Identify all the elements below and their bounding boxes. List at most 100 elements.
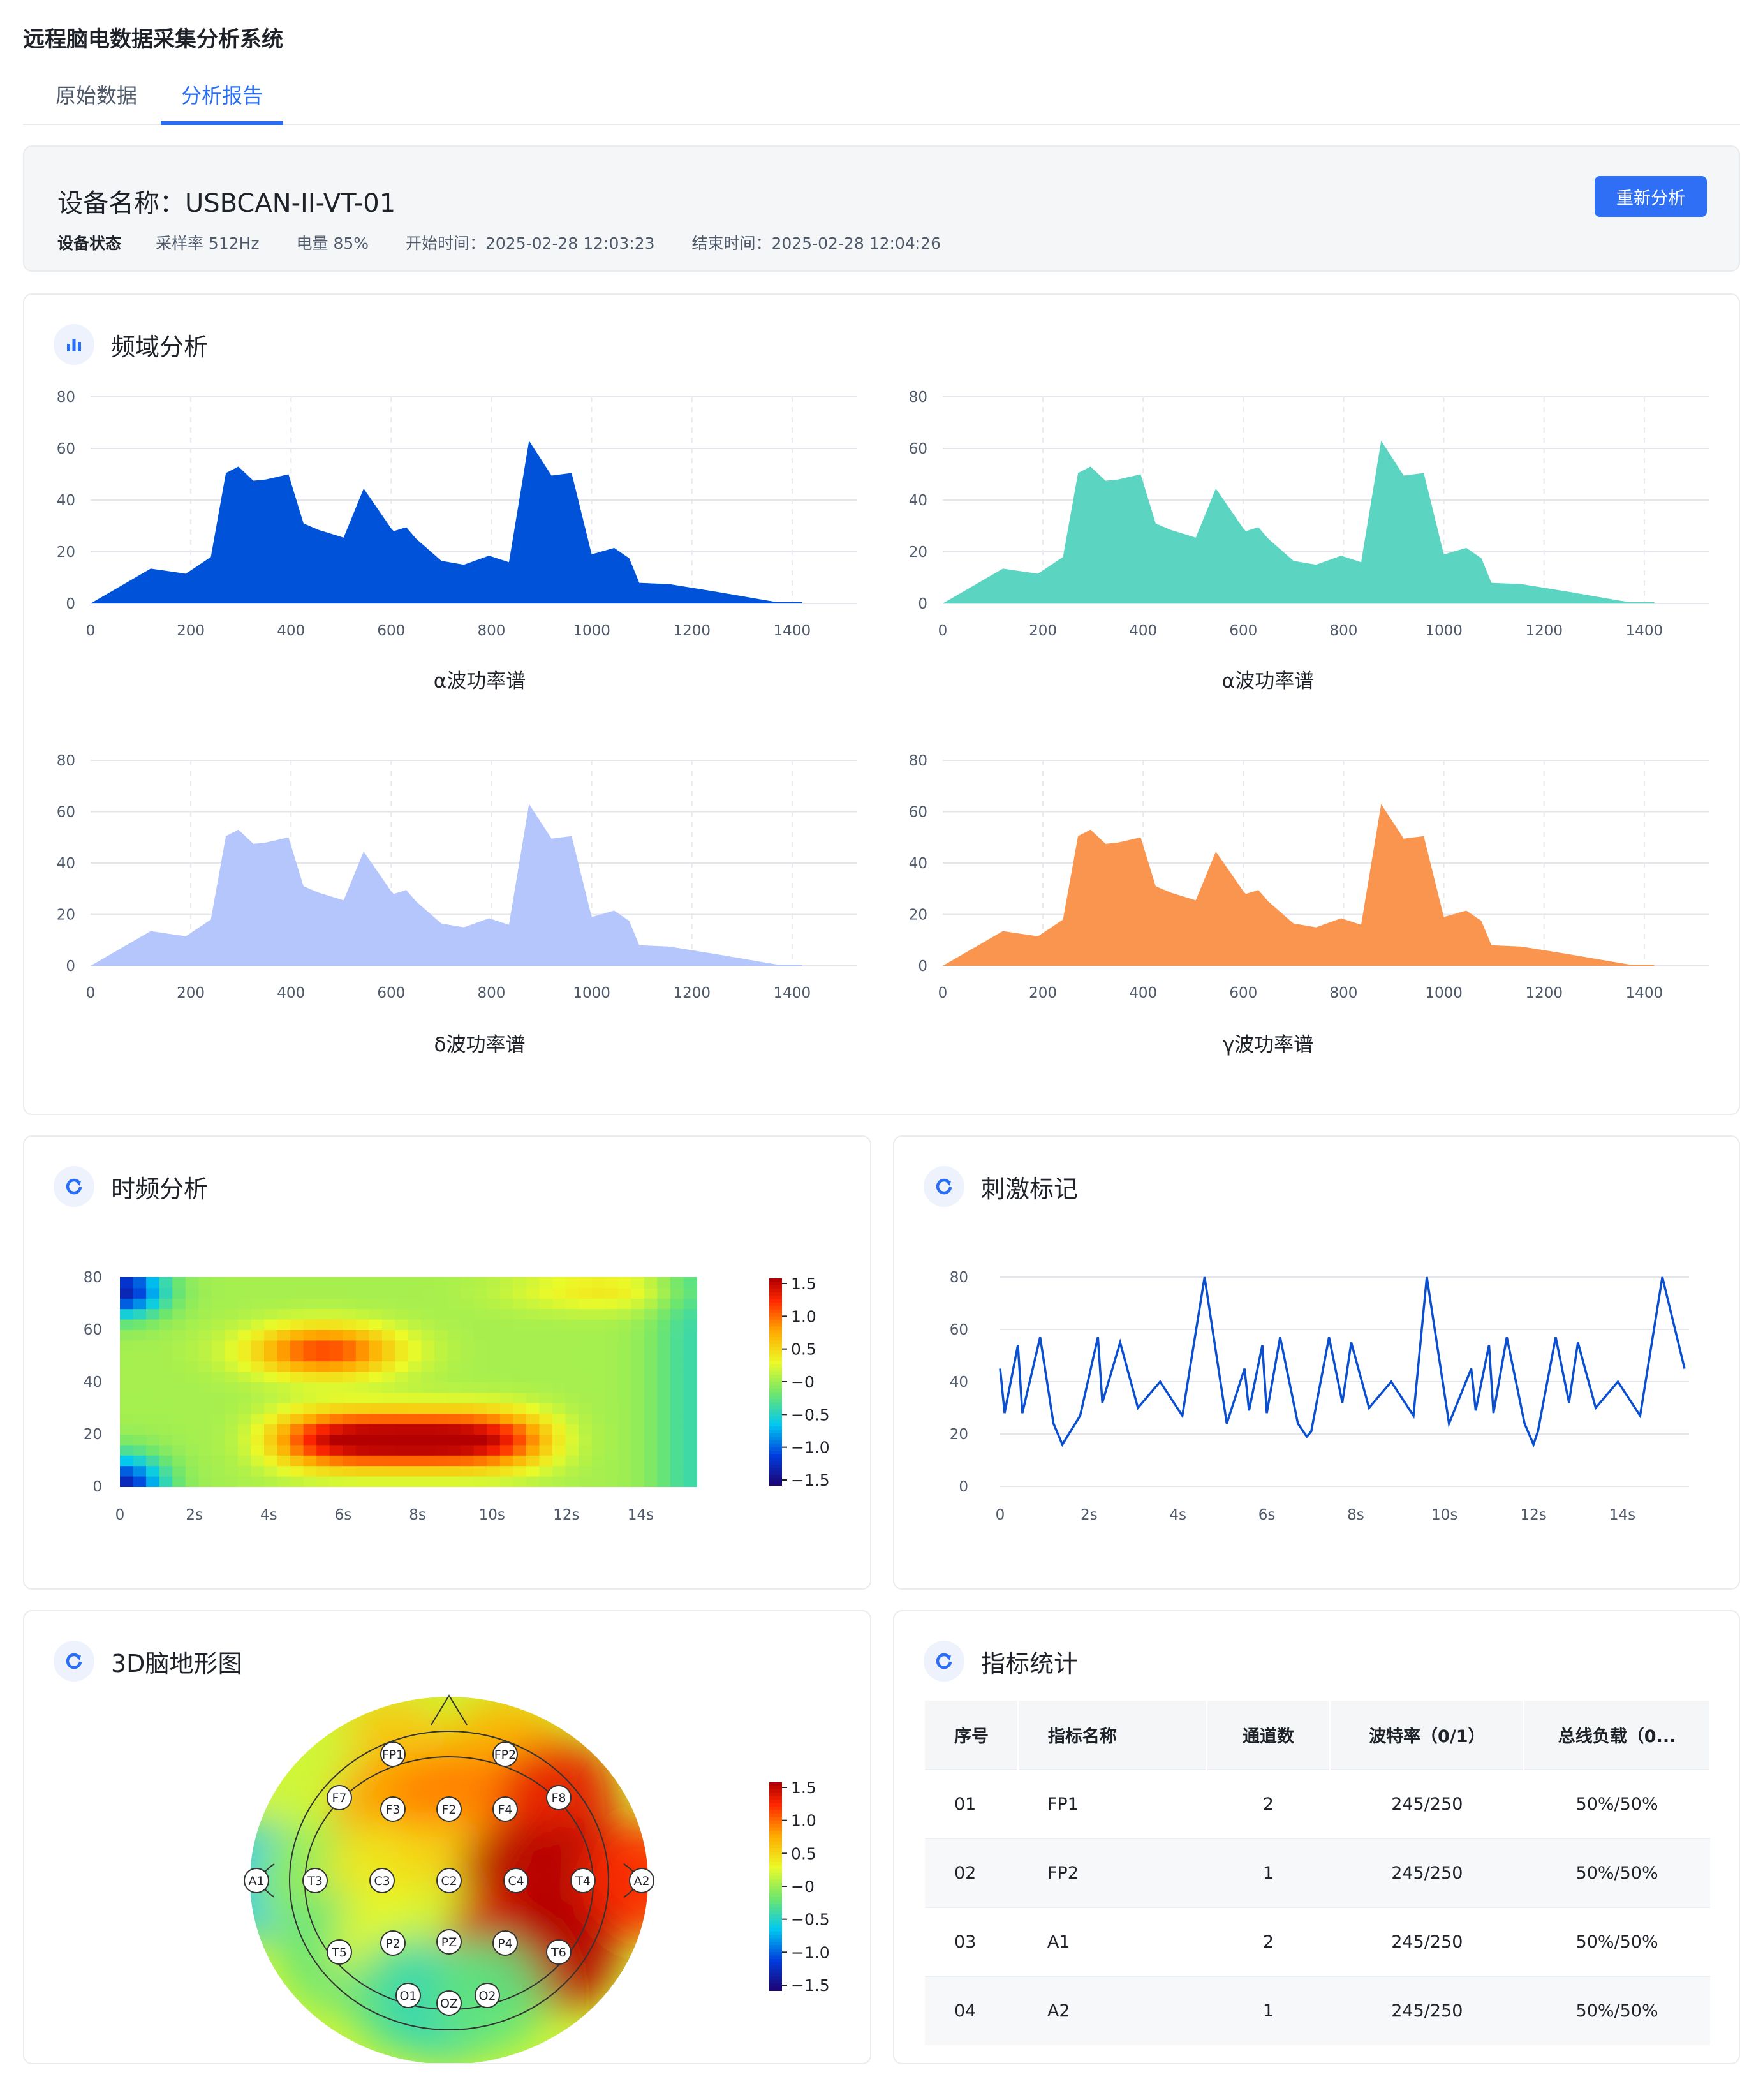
heatmap-cell (487, 1382, 501, 1393)
colorbar-tick-label: 0.5 (791, 1844, 816, 1863)
heatmap-cell (369, 1465, 383, 1477)
heatmap-cell (225, 1475, 239, 1487)
heatmap-cell (185, 1423, 200, 1435)
heatmap-cell (552, 1434, 566, 1446)
x-tick-label: 12s (553, 1507, 579, 1523)
colorbar-segment (769, 1326, 782, 1331)
heatmap-cell (513, 1423, 527, 1435)
heatmap-cell (631, 1382, 645, 1393)
heatmap-cell (316, 1371, 330, 1382)
electrode-marker (327, 1939, 352, 1965)
colorbar-segment (769, 1928, 782, 1932)
heatmap-cell (133, 1475, 147, 1487)
heatmap-cell (421, 1277, 436, 1289)
heatmap-cell (198, 1308, 212, 1320)
heatmap-cell (277, 1287, 291, 1299)
y-tick-label: 60 (909, 441, 927, 457)
heatmap-cell (251, 1413, 265, 1424)
heatmap-cell (277, 1434, 291, 1446)
electrode-label: T6 (550, 1946, 566, 1960)
electrode-marker (327, 1785, 352, 1810)
table-row[interactable]: 03 A1 2 245/250 50%/50% (925, 1907, 1710, 1976)
heatmap-cell (185, 1298, 200, 1310)
heatmap-cell (670, 1319, 684, 1330)
y-tick-label: 60 (57, 804, 75, 821)
heatmap-cell (447, 1350, 462, 1362)
heatmap-cell (120, 1475, 134, 1487)
heatmap-cell (421, 1371, 436, 1382)
heatmap-cell (539, 1329, 553, 1341)
heatmap-cell (369, 1361, 383, 1372)
heatmap-cell (355, 1454, 370, 1467)
table-row[interactable]: 02 FP2 1 245/250 50%/50% (925, 1838, 1710, 1907)
heatmap-cell (447, 1444, 462, 1456)
heatmap-cell (644, 1423, 658, 1435)
heatmap-cell (316, 1361, 330, 1372)
colorbar-segment (769, 1302, 782, 1307)
heatmap-cell (683, 1465, 697, 1477)
heatmap-cell (579, 1287, 593, 1299)
heatmap-cell (631, 1350, 645, 1362)
heatmap-cell (159, 1277, 173, 1289)
heatmap-cell (657, 1308, 671, 1320)
table-row[interactable]: 01 FP1 2 245/250 50%/50% (925, 1769, 1710, 1838)
heatmap-cell (487, 1340, 501, 1351)
heatmap-cell (290, 1298, 304, 1310)
heatmap-cell (303, 1402, 318, 1414)
heatmap-cell (591, 1392, 606, 1403)
electrode-marker (244, 1868, 269, 1893)
colorbar-segment (769, 1820, 782, 1825)
tab-analysis-report[interactable]: 分析报告 (161, 69, 283, 125)
heatmap-cell (434, 1402, 448, 1414)
heatmap-cell (631, 1340, 645, 1351)
colorbar-segment (769, 1440, 782, 1445)
tab-raw-data[interactable]: 原始数据 (42, 69, 151, 125)
heatmap-cell (408, 1361, 422, 1372)
colorbar-segment (769, 1969, 782, 1974)
start-time: 开始时间：2025-02-28 12:03:23 (405, 234, 655, 253)
heatmap-cell (133, 1361, 147, 1372)
heatmap-cell (185, 1350, 200, 1362)
heatmap-cell (381, 1287, 396, 1299)
heatmap-cell (408, 1298, 422, 1310)
heatmap-cell (120, 1319, 134, 1330)
heatmap-cell (251, 1361, 265, 1372)
heatmap-cell (539, 1402, 553, 1414)
heatmap-cell (172, 1413, 186, 1424)
heatmap-cell (316, 1444, 330, 1456)
heatmap-cell (657, 1329, 671, 1341)
y-tick-label: 0 (959, 1479, 968, 1495)
heatmap-cell (499, 1329, 514, 1341)
heatmap-cell (395, 1402, 409, 1414)
colorbar-segment (769, 1941, 782, 1946)
y-tick-label: 0 (918, 958, 927, 975)
heatmap-cell (185, 1287, 200, 1299)
electrode-label: F7 (332, 1791, 346, 1805)
heatmap-cell (343, 1287, 357, 1299)
heatmap-cell (434, 1413, 448, 1424)
heatmap-cell (369, 1298, 383, 1310)
cell-channels: 2 (1206, 1907, 1331, 1976)
reanalyze-button[interactable]: 重新分析 (1595, 176, 1707, 217)
heatmap-cell (225, 1382, 239, 1393)
heatmap-cell (579, 1361, 593, 1372)
electrode-a1: A1 (244, 1868, 269, 1893)
heatmap-cell (172, 1475, 186, 1487)
heatmap-cell (264, 1350, 278, 1362)
colorbar-segment (769, 1433, 782, 1438)
table-row[interactable]: 04 A2 1 245/250 50%/50% (925, 1976, 1710, 2045)
heatmap-cell (198, 1361, 212, 1372)
heatmap-cell (381, 1392, 396, 1403)
heatmap-cell (146, 1329, 160, 1341)
heatmap-cell (487, 1465, 501, 1477)
heatmap-cell (290, 1319, 304, 1330)
heatmap-cell (329, 1277, 344, 1289)
heatmap-cell (237, 1402, 252, 1414)
heatmap-cell (316, 1298, 330, 1310)
heatmap-cell (343, 1277, 357, 1289)
heatmap-cell (211, 1444, 226, 1456)
cell-metric-name: A1 (1017, 1907, 1207, 1976)
sample-rate: 采样率 512Hz (155, 234, 260, 253)
electrode-marker (395, 1983, 421, 2008)
